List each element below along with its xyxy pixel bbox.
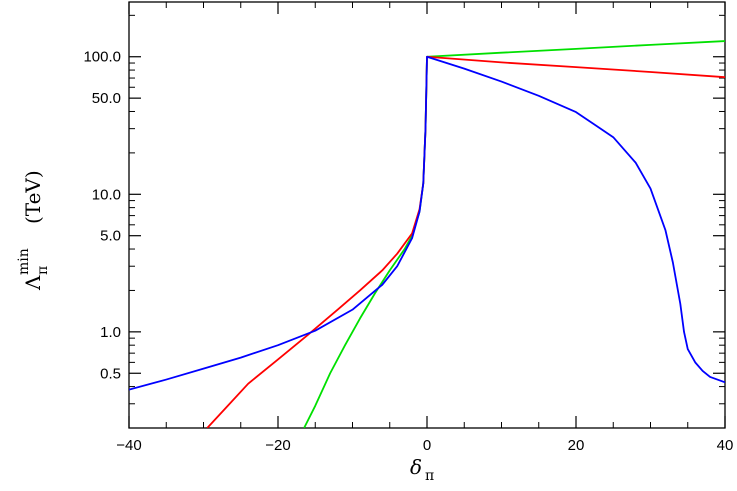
series-line-1 — [303, 40, 725, 428]
x-axis-label-subscript: π — [425, 468, 434, 484]
x-tick-label: −40 — [116, 437, 141, 454]
y-tick-label: 10.0 — [92, 186, 121, 203]
x-tick-label: 20 — [568, 437, 585, 454]
tick-labels: −40 −20 0 20 40 0.5 1.0 5.0 10.0 50.0 100.0 — [83, 49, 733, 454]
y-axis-superscript: min — [16, 248, 32, 275]
y-tick-label: 1.0 — [100, 324, 121, 341]
x-tick-label: 40 — [717, 437, 734, 454]
series-line-2 — [206, 55, 725, 428]
tick-marks — [128, 2, 726, 429]
y-tick-label: 5.0 — [100, 228, 121, 245]
series-line-3 — [129, 55, 725, 391]
x-tick-label: −20 — [265, 437, 290, 454]
y-axis-label: Λ π min (TeV) — [16, 170, 51, 291]
y-axis-unit: (TeV) — [21, 170, 45, 224]
y-axis-subscript: π — [35, 266, 51, 275]
y-tick-label: 50.0 — [92, 90, 121, 107]
y-axis-symbol: Λ — [21, 275, 45, 291]
series-layer — [129, 40, 725, 428]
y-tick-label: 0.5 — [100, 365, 121, 382]
x-axis-label: δ — [410, 455, 422, 479]
y-tick-label: 100.0 — [83, 49, 121, 66]
x-tick-label: 0 — [423, 437, 431, 454]
